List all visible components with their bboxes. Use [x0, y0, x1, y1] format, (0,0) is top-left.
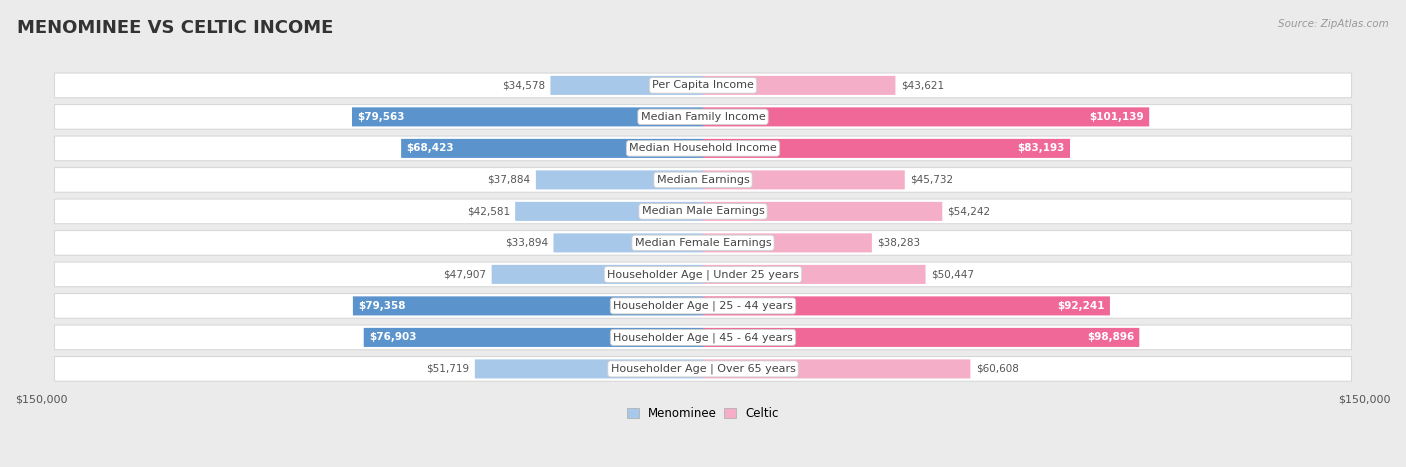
FancyBboxPatch shape	[353, 297, 703, 315]
FancyBboxPatch shape	[475, 360, 703, 378]
Text: $37,884: $37,884	[488, 175, 530, 185]
Text: Householder Age | Under 25 years: Householder Age | Under 25 years	[607, 269, 799, 280]
FancyBboxPatch shape	[55, 199, 1351, 224]
Text: $33,894: $33,894	[505, 238, 548, 248]
FancyBboxPatch shape	[401, 139, 703, 158]
FancyBboxPatch shape	[703, 107, 1149, 127]
Text: Per Capita Income: Per Capita Income	[652, 80, 754, 91]
FancyBboxPatch shape	[551, 76, 703, 95]
Text: $79,358: $79,358	[359, 301, 406, 311]
FancyBboxPatch shape	[703, 139, 1070, 158]
Text: $83,193: $83,193	[1018, 143, 1064, 153]
Text: Source: ZipAtlas.com: Source: ZipAtlas.com	[1278, 19, 1389, 28]
FancyBboxPatch shape	[55, 168, 1351, 192]
Text: $98,896: $98,896	[1087, 333, 1135, 342]
FancyBboxPatch shape	[703, 265, 925, 284]
Text: Median Household Income: Median Household Income	[628, 143, 778, 153]
Text: $92,241: $92,241	[1057, 301, 1105, 311]
FancyBboxPatch shape	[55, 262, 1351, 287]
FancyBboxPatch shape	[536, 170, 703, 190]
FancyBboxPatch shape	[703, 170, 904, 190]
FancyBboxPatch shape	[703, 202, 942, 221]
FancyBboxPatch shape	[55, 356, 1351, 381]
FancyBboxPatch shape	[703, 297, 1109, 315]
Text: $47,907: $47,907	[443, 269, 486, 279]
FancyBboxPatch shape	[492, 265, 703, 284]
FancyBboxPatch shape	[55, 73, 1351, 98]
FancyBboxPatch shape	[352, 107, 703, 127]
FancyBboxPatch shape	[703, 360, 970, 378]
Text: $50,447: $50,447	[931, 269, 974, 279]
FancyBboxPatch shape	[703, 234, 872, 253]
FancyBboxPatch shape	[55, 105, 1351, 129]
FancyBboxPatch shape	[515, 202, 703, 221]
Text: Median Male Earnings: Median Male Earnings	[641, 206, 765, 216]
Legend: Menominee, Celtic: Menominee, Celtic	[623, 403, 783, 425]
Text: $42,581: $42,581	[467, 206, 510, 216]
FancyBboxPatch shape	[55, 231, 1351, 255]
Text: $43,621: $43,621	[901, 80, 943, 91]
Text: $45,732: $45,732	[910, 175, 953, 185]
FancyBboxPatch shape	[554, 234, 703, 253]
Text: $51,719: $51,719	[426, 364, 470, 374]
FancyBboxPatch shape	[703, 76, 896, 95]
Text: $101,139: $101,139	[1090, 112, 1144, 122]
Text: $76,903: $76,903	[368, 333, 416, 342]
FancyBboxPatch shape	[55, 325, 1351, 350]
Text: $38,283: $38,283	[877, 238, 921, 248]
Text: Householder Age | 25 - 44 years: Householder Age | 25 - 44 years	[613, 301, 793, 311]
Text: $54,242: $54,242	[948, 206, 991, 216]
Text: $60,608: $60,608	[976, 364, 1018, 374]
FancyBboxPatch shape	[364, 328, 703, 347]
Text: Median Earnings: Median Earnings	[657, 175, 749, 185]
Text: Median Female Earnings: Median Female Earnings	[634, 238, 772, 248]
Text: $34,578: $34,578	[502, 80, 546, 91]
Text: $79,563: $79,563	[357, 112, 405, 122]
Text: Householder Age | Over 65 years: Householder Age | Over 65 years	[610, 364, 796, 374]
FancyBboxPatch shape	[55, 136, 1351, 161]
Text: Householder Age | 45 - 64 years: Householder Age | 45 - 64 years	[613, 332, 793, 343]
Text: $68,423: $68,423	[406, 143, 454, 153]
FancyBboxPatch shape	[703, 328, 1139, 347]
FancyBboxPatch shape	[55, 294, 1351, 318]
Text: MENOMINEE VS CELTIC INCOME: MENOMINEE VS CELTIC INCOME	[17, 19, 333, 37]
Text: Median Family Income: Median Family Income	[641, 112, 765, 122]
